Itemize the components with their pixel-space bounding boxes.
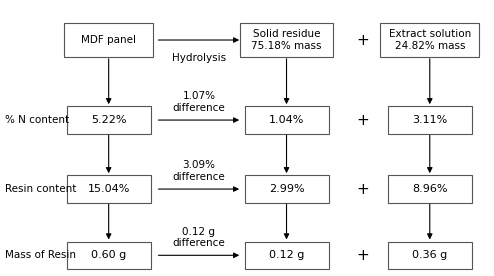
Text: +: +	[357, 33, 370, 47]
FancyBboxPatch shape	[380, 23, 479, 57]
Text: 15.04%: 15.04%	[87, 184, 130, 194]
Text: +: +	[357, 182, 370, 197]
Text: % N content: % N content	[5, 115, 69, 125]
FancyBboxPatch shape	[245, 106, 329, 134]
Text: 3.11%: 3.11%	[412, 115, 448, 125]
Text: 5.22%: 5.22%	[91, 115, 126, 125]
FancyBboxPatch shape	[388, 242, 472, 269]
Text: Extract solution
24.82% mass: Extract solution 24.82% mass	[389, 29, 471, 51]
FancyBboxPatch shape	[67, 242, 151, 269]
FancyBboxPatch shape	[67, 106, 151, 134]
Text: Hydrolysis: Hydrolysis	[172, 53, 226, 63]
Text: 0.12 g: 0.12 g	[269, 250, 304, 260]
FancyBboxPatch shape	[245, 242, 329, 269]
FancyBboxPatch shape	[245, 175, 329, 203]
Text: 8.96%: 8.96%	[412, 184, 448, 194]
Text: 3.09%
difference: 3.09% difference	[172, 160, 225, 182]
Text: MDF panel: MDF panel	[81, 35, 136, 45]
Text: 0.36 g: 0.36 g	[412, 250, 448, 260]
Text: Solid residue
75.18% mass: Solid residue 75.18% mass	[251, 29, 322, 51]
FancyBboxPatch shape	[388, 106, 472, 134]
Text: +: +	[357, 248, 370, 263]
Text: 0.12 g
difference: 0.12 g difference	[172, 227, 225, 248]
FancyBboxPatch shape	[240, 23, 333, 57]
Text: 0.60 g: 0.60 g	[91, 250, 126, 260]
Text: Mass of Resin: Mass of Resin	[5, 250, 76, 260]
Text: 2.99%: 2.99%	[269, 184, 304, 194]
Text: Resin content: Resin content	[5, 184, 76, 194]
FancyBboxPatch shape	[388, 175, 472, 203]
FancyBboxPatch shape	[64, 23, 153, 57]
FancyBboxPatch shape	[67, 175, 151, 203]
Text: 1.07%
difference: 1.07% difference	[172, 91, 225, 113]
Text: 1.04%: 1.04%	[269, 115, 304, 125]
Text: +: +	[357, 113, 370, 128]
